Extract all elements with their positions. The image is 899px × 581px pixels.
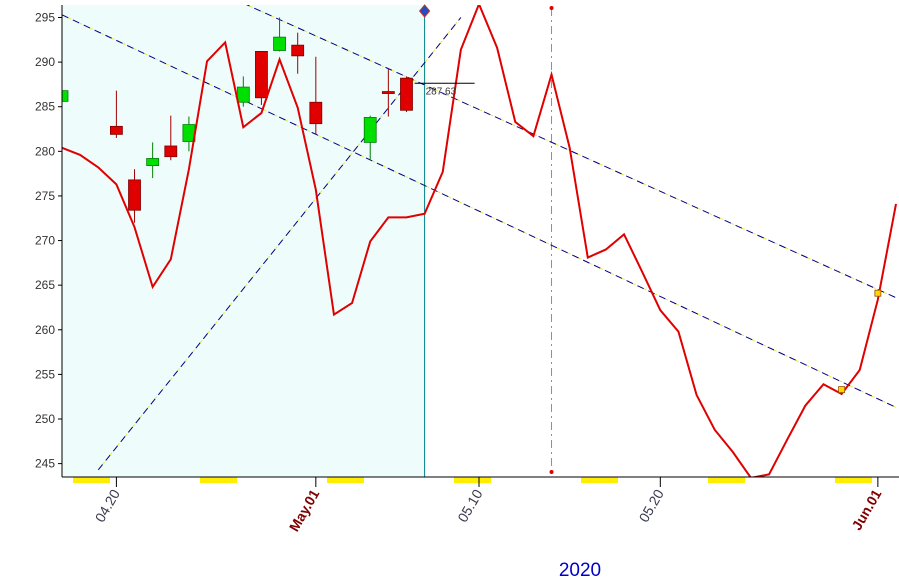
event-marker [549, 470, 554, 474]
y-tick-label: 290 [35, 55, 55, 69]
axis-band [581, 477, 618, 483]
candle-body [291, 44, 305, 57]
x-tick-label: 05.10 [454, 486, 485, 525]
candle-body [400, 77, 413, 111]
axis-band [708, 477, 745, 483]
now-marker [418, 4, 431, 18]
last-price-label: 287.63 [426, 86, 457, 97]
y-tick-label: 250 [35, 412, 55, 426]
plot-content [62, 5, 897, 477]
y-tick-label: 280 [35, 144, 55, 158]
x-axis-title: 2020 [559, 560, 601, 581]
trend-line-accent [62, 14, 897, 408]
y-tick-label: 260 [35, 323, 55, 337]
x-tick-label: 04.20 [92, 486, 123, 525]
event-marker [549, 6, 554, 10]
candle-body [146, 158, 160, 167]
y-tick-label: 265 [35, 278, 55, 292]
y-tick-label: 255 [35, 367, 55, 381]
axis-band [73, 477, 110, 483]
candle-body [164, 145, 178, 158]
candle-body [381, 91, 395, 94]
candle-body [236, 86, 250, 103]
y-tick-label: 270 [35, 234, 55, 248]
candle-body [363, 117, 377, 143]
candle-body [309, 101, 323, 125]
axis-band [327, 477, 364, 483]
axis-band [200, 477, 237, 483]
trend-line [62, 14, 897, 408]
x-tick-label: May.01 [286, 486, 323, 534]
candle-body [109, 125, 123, 135]
candle-body [255, 50, 268, 99]
channel-point [838, 386, 846, 393]
x-tick-label: Jun.01 [848, 486, 884, 533]
axis-band [835, 477, 872, 483]
candle-body [62, 90, 69, 102]
channel-point [874, 289, 882, 297]
trend-line-accent [246, 5, 897, 299]
x-tick-label: 05.20 [636, 486, 667, 525]
y-tick-label: 295 [35, 10, 55, 24]
axis-band [454, 477, 491, 483]
candle-body [128, 179, 141, 211]
y-tick-label: 275 [35, 189, 55, 203]
y-tick-label: 245 [35, 457, 55, 471]
candle-body [273, 36, 286, 51]
y-tick-label: 285 [35, 100, 55, 114]
axis-weekend-bars [73, 477, 872, 483]
